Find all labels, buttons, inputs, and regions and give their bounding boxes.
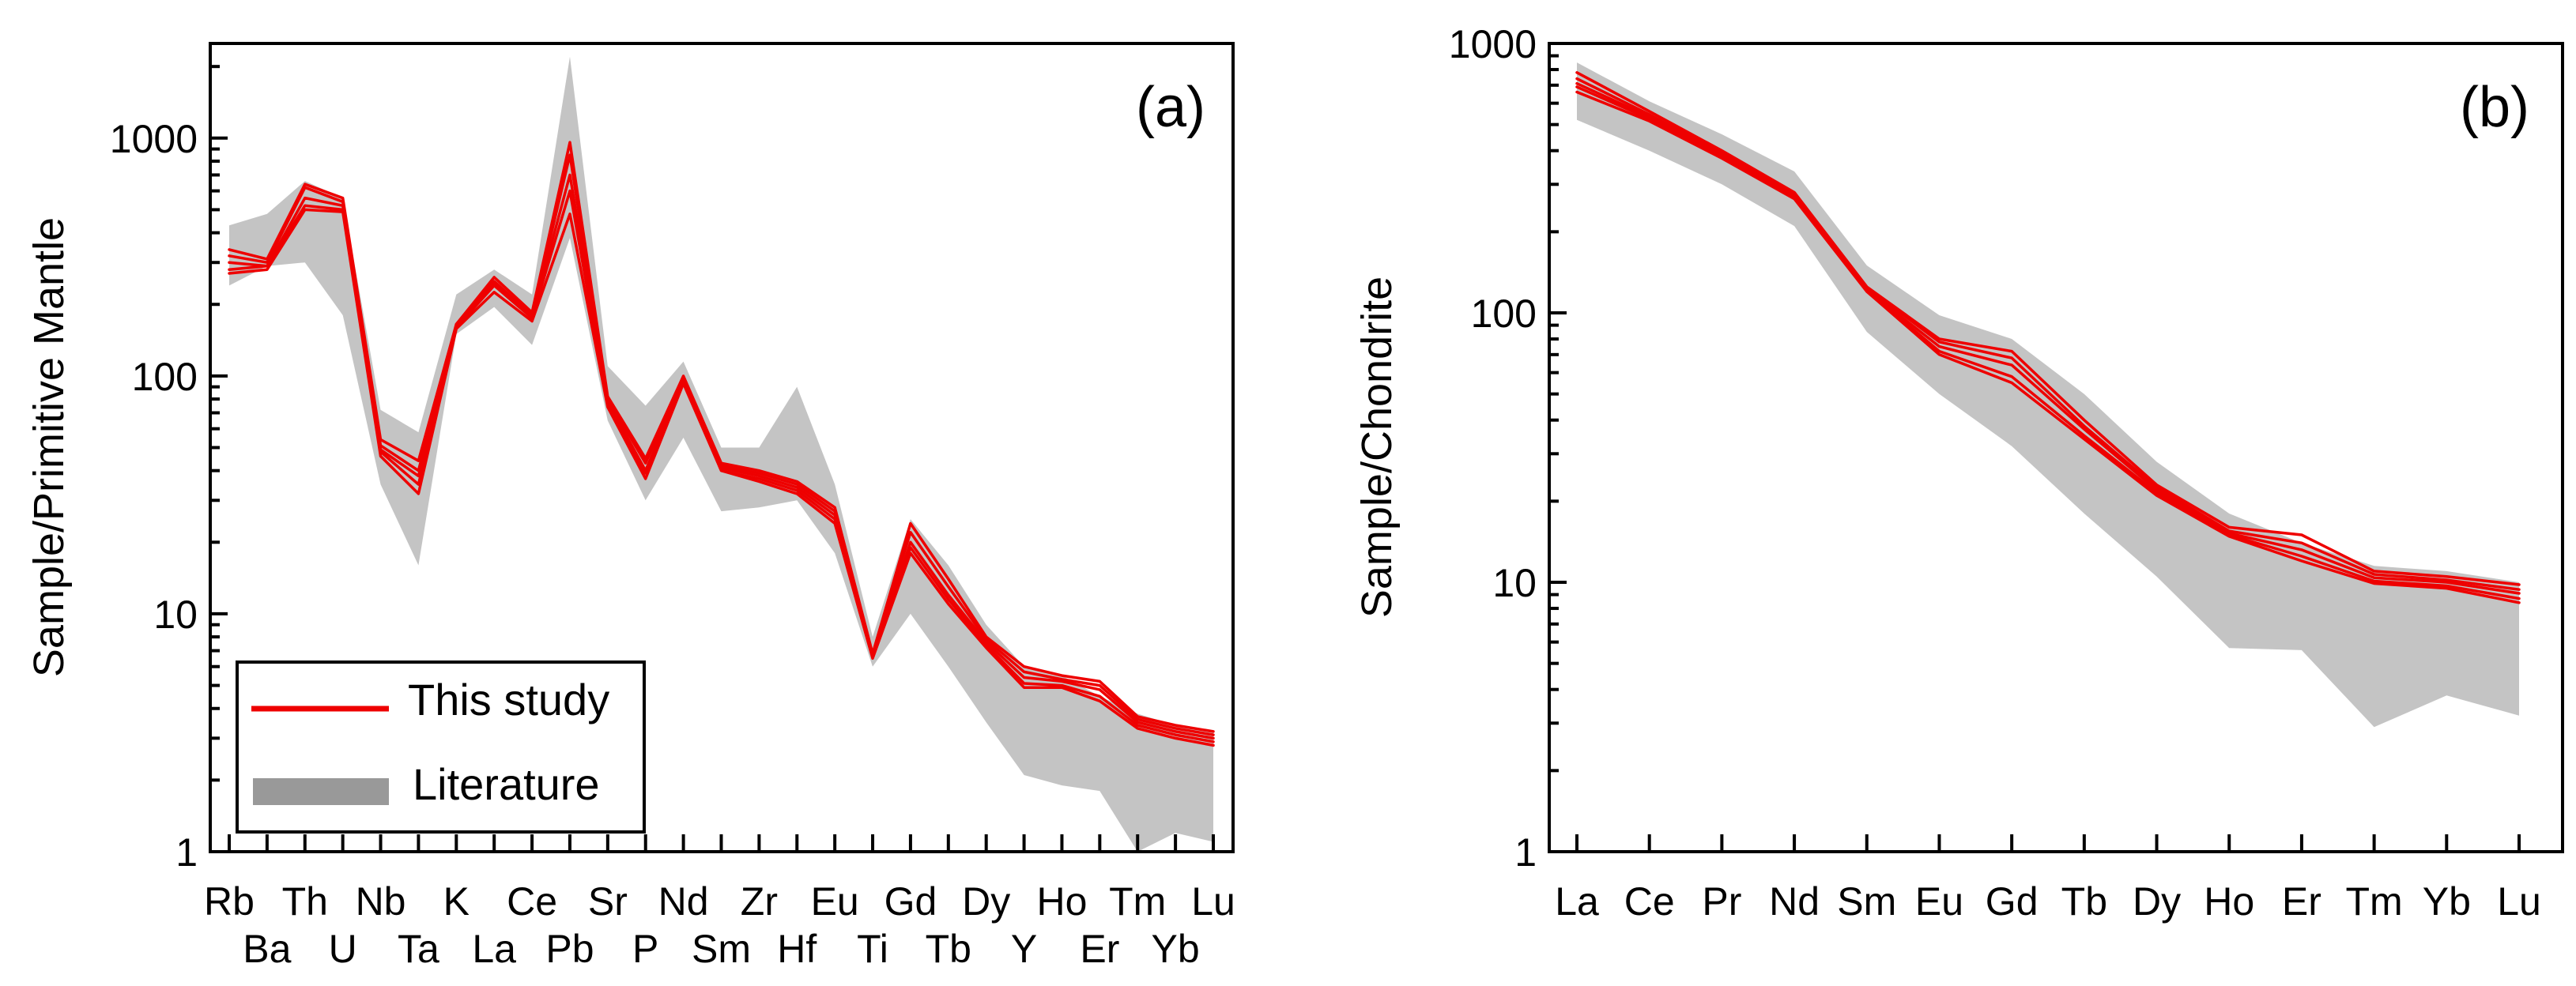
- literature-range-band: [1577, 62, 2519, 728]
- x-tick-label-sr: Sr: [588, 879, 628, 924]
- x-tick-label-hf: Hf: [777, 927, 817, 971]
- x-tick-label-rb: Rb: [204, 879, 255, 924]
- x-tick-label-nd: Nd: [658, 879, 709, 924]
- y-tick-label: 1: [1514, 830, 1537, 875]
- panel-b-label: (b): [2460, 76, 2529, 139]
- panel-a-legend: This study Literature: [236, 660, 646, 834]
- y-tick-label: 100: [1471, 292, 1537, 336]
- legend-this-study-label: This study: [408, 675, 609, 724]
- x-tick-label-y: Y: [1011, 927, 1037, 971]
- x-tick-label-u: U: [329, 927, 357, 971]
- x-tick-label-dy: Dy: [2133, 879, 2181, 924]
- x-tick-label-tm: Tm: [1109, 879, 1166, 924]
- x-tick-label-nb: Nb: [356, 879, 406, 924]
- x-tick-label-nd: Nd: [1769, 879, 1820, 924]
- x-tick-label-ti: Ti: [857, 927, 888, 971]
- x-tick-label-ba: Ba: [243, 927, 291, 971]
- y-tick-label: 1000: [1449, 22, 1537, 66]
- x-tick-label-la: La: [472, 927, 516, 971]
- panel-a-label: (a): [1136, 76, 1205, 139]
- this-study-sample-line-5: [1575, 90, 2521, 604]
- panel-a-y-axis-title: Sample/Primitive Mantle: [25, 217, 73, 677]
- y-tick-label: 1000: [110, 117, 198, 161]
- x-tick-label-ta: Ta: [398, 927, 439, 971]
- x-tick-label-yb: Yb: [2423, 879, 2471, 924]
- x-tick-label-eu: Eu: [1915, 879, 1963, 924]
- x-tick-label-eu: Eu: [811, 879, 859, 924]
- x-tick-label-zr: Zr: [741, 879, 778, 924]
- x-tick-label-gd: Gd: [1986, 879, 2039, 924]
- x-tick-label-tm: Tm: [2346, 879, 2403, 924]
- x-tick-label-k: K: [443, 879, 470, 924]
- x-tick-label-sm: Sm: [1837, 879, 1896, 924]
- this-study-sample-line-1: [1575, 71, 2521, 586]
- x-tick-label-tb: Tb: [926, 927, 971, 971]
- x-tick-label-pb: Pb: [545, 927, 594, 971]
- x-tick-label-p: P: [632, 927, 658, 971]
- literature-range-band: [229, 56, 1213, 852]
- x-tick-label-th: Th: [282, 879, 328, 924]
- legend-literature-label: Literature: [413, 759, 600, 809]
- x-tick-label-lu: Lu: [1191, 879, 1235, 924]
- x-tick-label-sm: Sm: [692, 927, 751, 971]
- panel-b-y-axis-title: Sample/Chondrite: [1353, 277, 1401, 618]
- this-study-sample-line-2: [1575, 77, 2521, 591]
- x-tick-label-pr: Pr: [1702, 879, 1741, 924]
- legend-literature-swatch: [253, 778, 389, 805]
- y-tick-label: 10: [1492, 561, 1537, 605]
- x-tick-label-yb: Yb: [1152, 927, 1200, 971]
- x-tick-label-er: Er: [1080, 927, 1119, 971]
- this-study-sample-line-3: [1575, 81, 2521, 595]
- x-tick-label-gd: Gd: [884, 879, 937, 924]
- y-tick-label: 1: [175, 830, 198, 875]
- y-tick-label: 100: [132, 355, 198, 399]
- x-tick-label-lu: Lu: [2497, 879, 2541, 924]
- x-tick-label-er: Er: [2282, 879, 2321, 924]
- x-tick-label-ho: Ho: [2204, 879, 2254, 924]
- x-tick-label-la: La: [1555, 879, 1599, 924]
- x-tick-label-ce: Ce: [507, 879, 557, 924]
- x-tick-label-ce: Ce: [1624, 879, 1675, 924]
- this-study-sample-line-5: [228, 208, 1215, 747]
- panel-a-spider-diagram: 1 10 100 1000 RbBaThUNbTaKLaCePbSrPNdSmZrHf…: [25, 42, 1235, 971]
- x-tick-label-dy: Dy: [962, 879, 1010, 924]
- x-tick-label-ho: Ho: [1037, 879, 1088, 924]
- y-tick-label: 10: [153, 593, 198, 637]
- x-tick-label-tb: Tb: [2061, 879, 2107, 924]
- panel-b-plot-frame: [1548, 42, 2564, 853]
